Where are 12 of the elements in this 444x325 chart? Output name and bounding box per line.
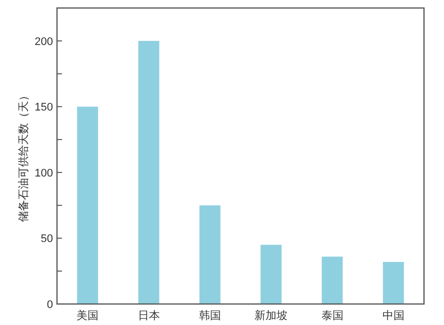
y-tick-label: 150 bbox=[34, 102, 53, 114]
x-tick-label: 泰国 bbox=[321, 310, 344, 322]
x-tick-label: 美国 bbox=[76, 309, 99, 322]
y-tick-label: 100 bbox=[34, 167, 53, 180]
y-tick-label: 0 bbox=[46, 299, 53, 311]
x-tick-label: 日本 bbox=[138, 309, 160, 322]
x-tick-label: 韩国 bbox=[198, 309, 221, 322]
y-tick-label: 50 bbox=[40, 233, 53, 246]
x-tick-label: 新加坡 bbox=[254, 309, 288, 322]
x-tick-label: 中国 bbox=[382, 309, 404, 322]
y-tick-label: 200 bbox=[34, 36, 53, 48]
y-axis-title: 储备石油可供给天数（天） bbox=[17, 90, 30, 222]
